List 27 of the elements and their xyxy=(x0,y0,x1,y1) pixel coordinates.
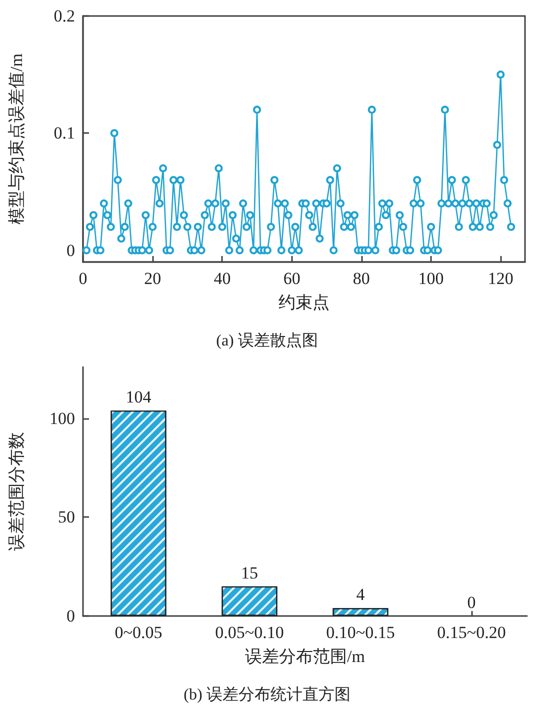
x-tick-label: 100 xyxy=(418,269,444,288)
x-tick-label: 0~0.05 xyxy=(114,623,162,642)
text: (b) 误差分布统计直方图 xyxy=(184,686,350,704)
text: (a) 误差散点图 xyxy=(216,332,318,350)
y-axis-title: 模型与约束点误差值/m xyxy=(7,54,26,224)
y-tick-label: 50 xyxy=(58,508,75,527)
x-tick-label: 80 xyxy=(352,269,370,288)
x-tick-label: 60 xyxy=(283,269,300,288)
data-label: 4 xyxy=(356,585,366,604)
x-tick-label: 40 xyxy=(214,269,231,288)
data-label: 104 xyxy=(126,387,152,406)
x-axis-title: 误差分布范围/m xyxy=(245,647,365,666)
y-tick-label: 0.1 xyxy=(54,124,75,143)
y-tick-label: 0.2 xyxy=(54,6,75,26)
y-axis-title: 误差范围分布数 xyxy=(7,432,26,551)
x-tick-label: 0 xyxy=(78,269,88,288)
data-label: 0 xyxy=(467,593,476,612)
y-tick-label: 0 xyxy=(66,240,75,260)
x-tick-label: 0.10~0.15 xyxy=(326,623,395,642)
x-tick-label: 0.05~0.10 xyxy=(215,623,284,642)
x-tick-label: 0.15~0.20 xyxy=(437,623,506,642)
y-tick-label: 100 xyxy=(50,408,75,428)
x-tick-label: 120 xyxy=(488,269,514,288)
y-tick-label: 0 xyxy=(66,606,75,626)
data-label: 15 xyxy=(241,563,258,582)
x-tick-label: 20 xyxy=(144,269,162,288)
x-axis-title: 约束点 xyxy=(278,293,330,312)
